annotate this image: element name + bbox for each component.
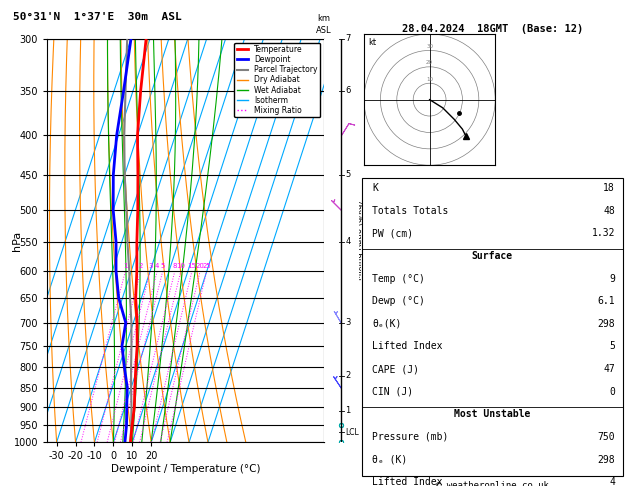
Text: θₑ (K): θₑ (K) [372, 454, 408, 465]
Text: 1: 1 [345, 406, 351, 415]
Text: 30: 30 [426, 44, 433, 49]
Text: Most Unstable: Most Unstable [454, 409, 530, 419]
Text: 25: 25 [203, 263, 211, 269]
Text: © weatheronline.co.uk: © weatheronline.co.uk [436, 481, 548, 486]
Text: 47: 47 [603, 364, 615, 374]
Text: 50°31'N  1°37'E  30m  ASL: 50°31'N 1°37'E 30m ASL [13, 12, 181, 22]
Text: 0: 0 [609, 387, 615, 397]
Text: 48: 48 [603, 206, 615, 216]
Text: ASL: ASL [316, 26, 331, 35]
Text: Pressure (mb): Pressure (mb) [372, 432, 448, 442]
Text: 4: 4 [609, 477, 615, 486]
Text: 1: 1 [123, 263, 128, 269]
Text: 10: 10 [176, 263, 186, 269]
Text: 5: 5 [345, 170, 351, 179]
Text: 15: 15 [187, 263, 196, 269]
Text: 2: 2 [345, 371, 351, 380]
Text: 18: 18 [603, 183, 615, 193]
Text: 7: 7 [345, 35, 351, 43]
Text: Lifted Index: Lifted Index [372, 342, 443, 351]
Text: 3: 3 [345, 318, 351, 327]
Text: Totals Totals: Totals Totals [372, 206, 448, 216]
Text: 5: 5 [609, 342, 615, 351]
Text: 298: 298 [598, 319, 615, 329]
Text: CAPE (J): CAPE (J) [372, 364, 419, 374]
Text: CIN (J): CIN (J) [372, 387, 413, 397]
Text: Lifted Index: Lifted Index [372, 477, 443, 486]
Text: 20: 20 [426, 60, 433, 65]
Text: 28.04.2024  18GMT  (Base: 12): 28.04.2024 18GMT (Base: 12) [401, 24, 583, 34]
Text: 4: 4 [345, 238, 351, 246]
Text: PW (cm): PW (cm) [372, 228, 413, 238]
Text: 6: 6 [345, 86, 351, 95]
Text: 5: 5 [160, 263, 165, 269]
Text: 9: 9 [609, 274, 615, 284]
Legend: Temperature, Dewpoint, Parcel Trajectory, Dry Adiabat, Wet Adiabat, Isotherm, Mi: Temperature, Dewpoint, Parcel Trajectory… [235, 43, 320, 117]
Text: Dewp (°C): Dewp (°C) [372, 296, 425, 306]
Text: 298: 298 [598, 454, 615, 465]
Text: Temp (°C): Temp (°C) [372, 274, 425, 284]
Text: 20: 20 [196, 263, 204, 269]
X-axis label: Dewpoint / Temperature (°C): Dewpoint / Temperature (°C) [111, 464, 260, 474]
Text: Mixing Ratio (g/kg): Mixing Ratio (g/kg) [355, 201, 364, 280]
Text: kt: kt [368, 38, 376, 47]
Text: 2: 2 [138, 263, 143, 269]
Text: 3: 3 [148, 263, 152, 269]
Text: 8: 8 [172, 263, 177, 269]
Text: hPa: hPa [12, 230, 22, 251]
Text: 6.1: 6.1 [598, 296, 615, 306]
Text: 1.32: 1.32 [591, 228, 615, 238]
Text: 10: 10 [426, 77, 433, 82]
Text: LCL: LCL [345, 428, 359, 436]
Text: θₑ(K): θₑ(K) [372, 319, 401, 329]
Text: 4: 4 [155, 263, 159, 269]
Text: 750: 750 [598, 432, 615, 442]
Text: Surface: Surface [472, 251, 513, 261]
Text: km: km [318, 14, 330, 23]
Text: K: K [372, 183, 378, 193]
